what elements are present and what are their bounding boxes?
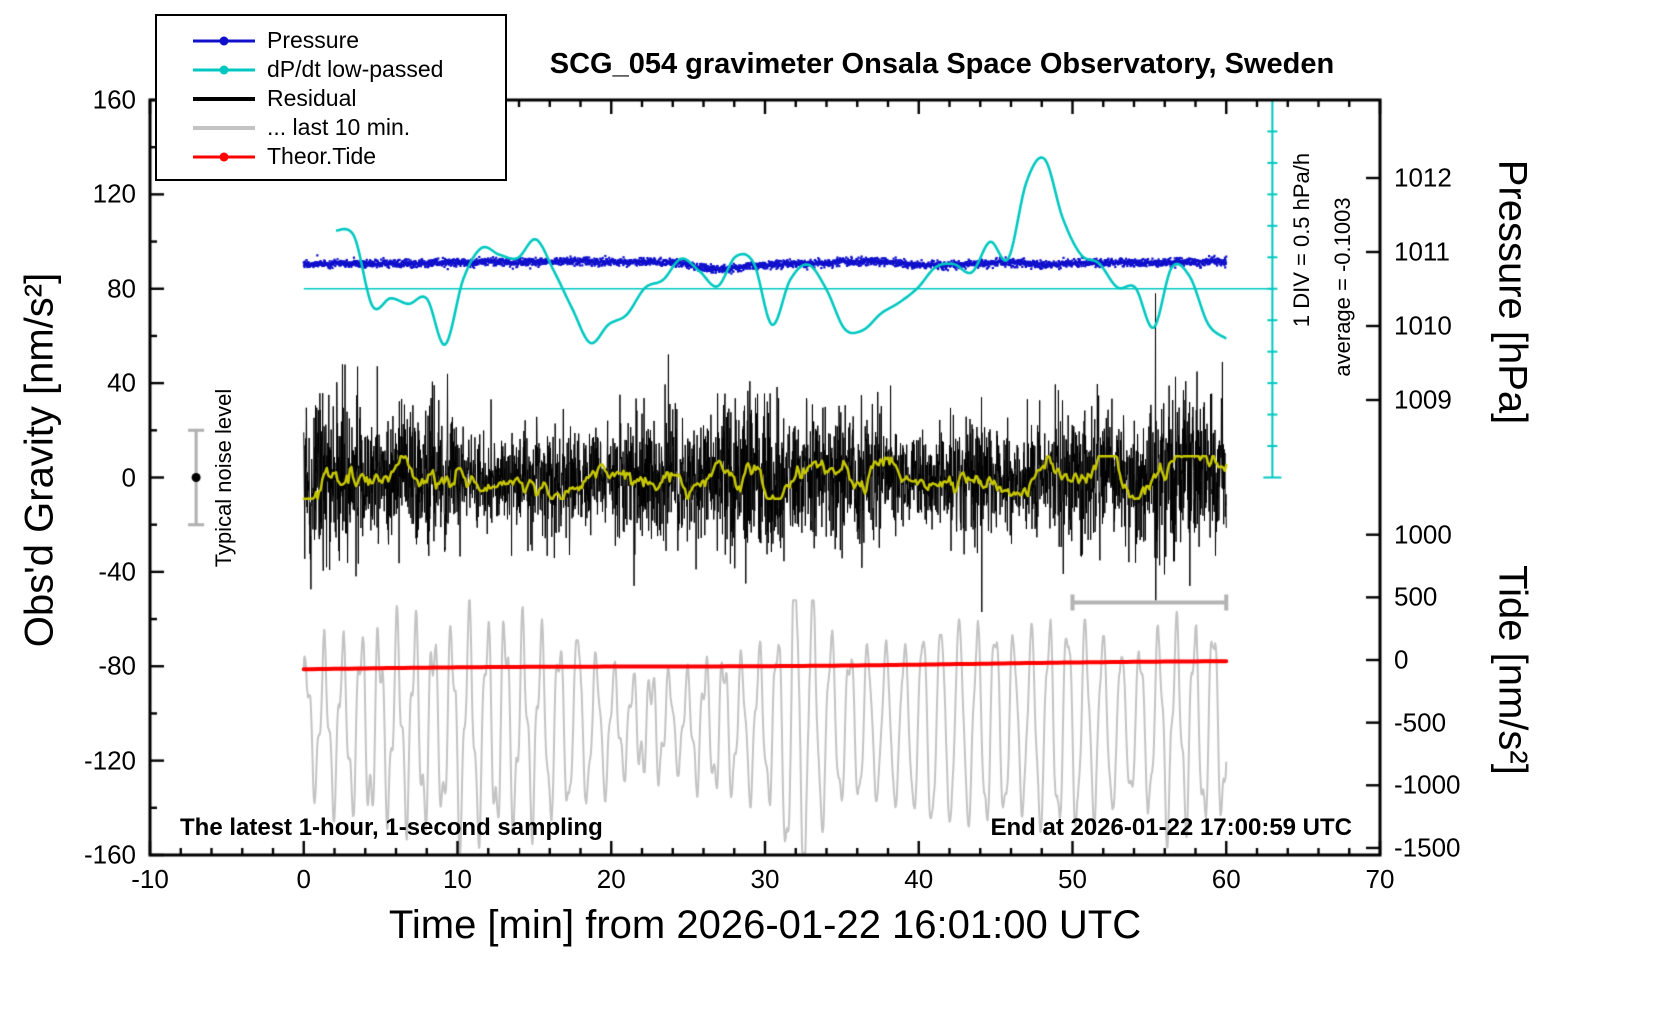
- x-tick-label: -10: [131, 864, 169, 894]
- x-tick-label: 40: [904, 864, 934, 894]
- legend-item: ... last 10 min.: [157, 113, 505, 142]
- legend-item: Pressure: [157, 26, 505, 55]
- x-axis-title: Time [min] from 2026-01-22 16:01:00 UTC: [388, 903, 1142, 947]
- gravity-tick-label: 40: [107, 367, 136, 398]
- legend: Pressure dP/dt low-passed Residual ... last…: [155, 14, 507, 181]
- noise-level-label: Typical noise level: [211, 388, 236, 568]
- gravity-tick-label: 160: [92, 84, 136, 115]
- legend-marker: [193, 142, 255, 171]
- legend-label: dP/dt low-passed: [267, 56, 444, 82]
- sampling-note: The latest 1-hour, 1-second sampling: [180, 814, 603, 841]
- tide-tick-label: -1000: [1394, 769, 1461, 800]
- legend-marker: [193, 113, 255, 142]
- y-axis-tide-title: Tide [nm/s²]: [1490, 565, 1535, 775]
- legend-label: ... last 10 min.: [267, 114, 411, 140]
- gravity-tick-label: 80: [107, 273, 136, 304]
- legend-item: Residual: [157, 84, 505, 113]
- legend-marker: [193, 84, 255, 113]
- legend-label: Theor.Tide: [267, 143, 377, 169]
- x-tick-label: 70: [1365, 864, 1395, 894]
- gravity-tick-label: 120: [92, 178, 136, 209]
- pressure-tick-label: 1011: [1394, 236, 1450, 267]
- chart-title: SCG_054 gravimeter Onsala Space Observat…: [549, 48, 1335, 80]
- x-tick-label: 20: [596, 864, 626, 894]
- pressure-tick-label: 1012: [1394, 162, 1452, 193]
- x-tick-label: 10: [443, 864, 472, 894]
- legend-label: Pressure: [267, 27, 360, 53]
- pressure-tick-label: 1010: [1394, 310, 1452, 341]
- pressure-tick-label: 1009: [1394, 384, 1452, 415]
- tide-tick-label: 0: [1394, 644, 1409, 675]
- tide-tick-label: 1000: [1394, 519, 1452, 550]
- gravity-tick-label: -80: [98, 650, 136, 681]
- end-time-note: End at 2026-01-22 17:00:59 UTC: [990, 814, 1353, 841]
- x-tick-label: 30: [750, 864, 780, 894]
- div-scale-annotation: 1 DIV = 0.5 hPa/h: [1289, 152, 1314, 328]
- legend-marker: [193, 55, 255, 84]
- legend-item: dP/dt low-passed: [157, 55, 505, 84]
- x-tick-label: 0: [296, 864, 311, 894]
- gravity-tick-label: -40: [98, 556, 136, 587]
- y-axis-left-title: Obs'd Gravity [nm/s²]: [17, 272, 62, 648]
- tide-tick-label: 500: [1394, 581, 1438, 612]
- legend-label: Residual: [267, 85, 357, 111]
- gravity-tick-label: -160: [83, 839, 136, 870]
- tide-tick-label: -1500: [1394, 832, 1461, 863]
- x-tick-label: 60: [1211, 864, 1241, 894]
- average-annotation: average = -0.1003: [1330, 197, 1355, 377]
- gravity-tick-label: 0: [121, 462, 136, 492]
- tide-tick-label: -500: [1394, 707, 1447, 738]
- y-axis-pressure-title: Pressure [hPa]: [1490, 159, 1535, 425]
- legend-item: Theor.Tide: [157, 142, 505, 171]
- x-tick-label: 50: [1058, 864, 1087, 894]
- gravity-tick-label: -120: [83, 745, 136, 776]
- legend-marker: [193, 26, 255, 55]
